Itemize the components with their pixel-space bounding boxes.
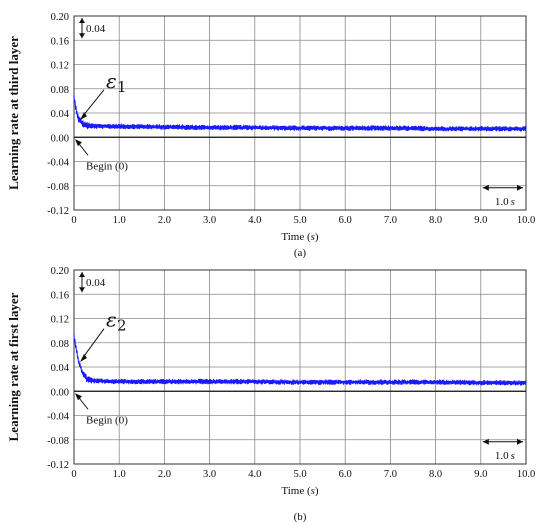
chart-third-layer: 0.200.160.120.080.040.00-0.04-0.08-0.120…: [6, 12, 535, 259]
epsilon-arrow-line: [81, 328, 105, 360]
y-scale-bar: 0.04: [79, 272, 106, 293]
x-tick-label: 8.0: [429, 215, 442, 226]
begin-label: Begin (0): [86, 160, 128, 172]
y-tick-label: 0.04: [51, 363, 70, 374]
panel-caption: (b): [294, 511, 307, 523]
x-axis-label: Time (s): [281, 231, 319, 243]
arrowhead-icon: [80, 353, 87, 362]
x-tick-label: 1.0: [113, 469, 126, 480]
x-tick-label: 9.0: [474, 215, 487, 226]
y-tick-label: -0.12: [47, 206, 69, 217]
begin-annotation: Begin (0): [75, 393, 128, 426]
y-tick-label: -0.08: [47, 182, 69, 193]
x-scale-bar: 1.0 s: [482, 438, 523, 462]
y-tick-label: 0.08: [51, 339, 69, 350]
arrowhead-right-icon: [517, 184, 523, 191]
x-tick-label: 10.0: [517, 469, 535, 480]
y-tick-label: 0.00: [51, 133, 69, 144]
x-tick-label: 4.0: [248, 215, 261, 226]
x-tick-label: 0: [71, 215, 76, 226]
y-tick-label: -0.12: [47, 460, 69, 471]
y-tick-label: 0.12: [51, 315, 69, 326]
begin-label: Begin (0): [86, 414, 128, 426]
y-tick-label: 0.04: [51, 109, 70, 120]
y-axis-label: Learning rate at first layer: [6, 292, 21, 441]
x-tick-label: 2.0: [158, 215, 171, 226]
arrowhead-up-icon: [79, 272, 85, 277]
y-tick-label: 0.20: [51, 266, 69, 277]
y-tick-label: -0.04: [47, 412, 70, 423]
y-tick-label: 0.08: [51, 85, 69, 96]
epsilon-symbol: ε: [106, 308, 117, 332]
arrowhead-icon: [80, 112, 87, 121]
plot-frame: [73, 269, 527, 465]
chart-first-layer: 0.200.160.120.080.040.00-0.04-0.08-0.120…: [6, 266, 535, 523]
arrowhead-down-icon: [79, 33, 85, 39]
arrowhead-left-icon: [482, 184, 489, 191]
x-tick-label: 6.0: [339, 469, 352, 480]
epsilon-symbol: ε: [106, 69, 117, 93]
x-tick-label: 3.0: [203, 469, 216, 480]
begin-annotation: Begin (0): [75, 139, 128, 172]
plot-frame: [73, 15, 527, 211]
x-tick-label: 1.0: [113, 215, 126, 226]
series-line: [73, 333, 527, 386]
arrowhead-down-icon: [79, 287, 85, 293]
x-axis-label: Time (s): [281, 485, 319, 497]
x-tick-label: 7.0: [384, 215, 397, 226]
x-scale-label: 1.0 s: [495, 450, 515, 462]
y-tick-label: 0.20: [51, 12, 69, 23]
y-axis-label: Learning rate at third layer: [6, 36, 21, 190]
arrowhead-left-icon: [482, 438, 489, 445]
x-tick-label: 8.0: [429, 469, 442, 480]
grid: [74, 270, 526, 464]
y-tick-label: 0.12: [51, 61, 69, 72]
x-scale-label: 1.0 s: [495, 196, 515, 208]
x-tick-label: 5.0: [293, 215, 306, 226]
x-tick-label: 3.0: [203, 215, 216, 226]
x-tick-label: 5.0: [293, 469, 306, 480]
y-tick-label: -0.08: [47, 436, 69, 447]
y-scale-label: 0.04: [86, 277, 106, 289]
x-tick-label: 2.0: [158, 469, 171, 480]
x-tick-label: 0: [71, 469, 76, 480]
series-line: [73, 94, 527, 132]
x-scale-bar: 1.0 s: [482, 184, 523, 208]
x-tick-label: 4.0: [248, 469, 261, 480]
arrowhead-icon: [75, 393, 82, 401]
epsilon-subscript: 2: [117, 317, 127, 335]
y-tick-label: 0.16: [51, 290, 69, 301]
arrowhead-right-icon: [517, 438, 523, 445]
epsilon-subscript: 1: [117, 78, 127, 96]
x-tick-label: 7.0: [384, 469, 397, 480]
grid: [74, 16, 526, 210]
epsilon-arrow-line: [81, 89, 105, 118]
y-scale-label: 0.04: [86, 23, 106, 35]
x-tick-label: 10.0: [517, 215, 535, 226]
panel-caption: (a): [294, 247, 307, 259]
x-tick-label: 6.0: [339, 215, 352, 226]
y-tick-label: 0.16: [51, 36, 69, 47]
arrowhead-up-icon: [79, 18, 85, 23]
x-tick-label: 9.0: [474, 469, 487, 480]
arrowhead-icon: [75, 139, 82, 147]
y-tick-label: 0.00: [51, 387, 69, 398]
y-scale-bar: 0.04: [79, 18, 106, 39]
y-tick-label: -0.04: [47, 158, 70, 169]
